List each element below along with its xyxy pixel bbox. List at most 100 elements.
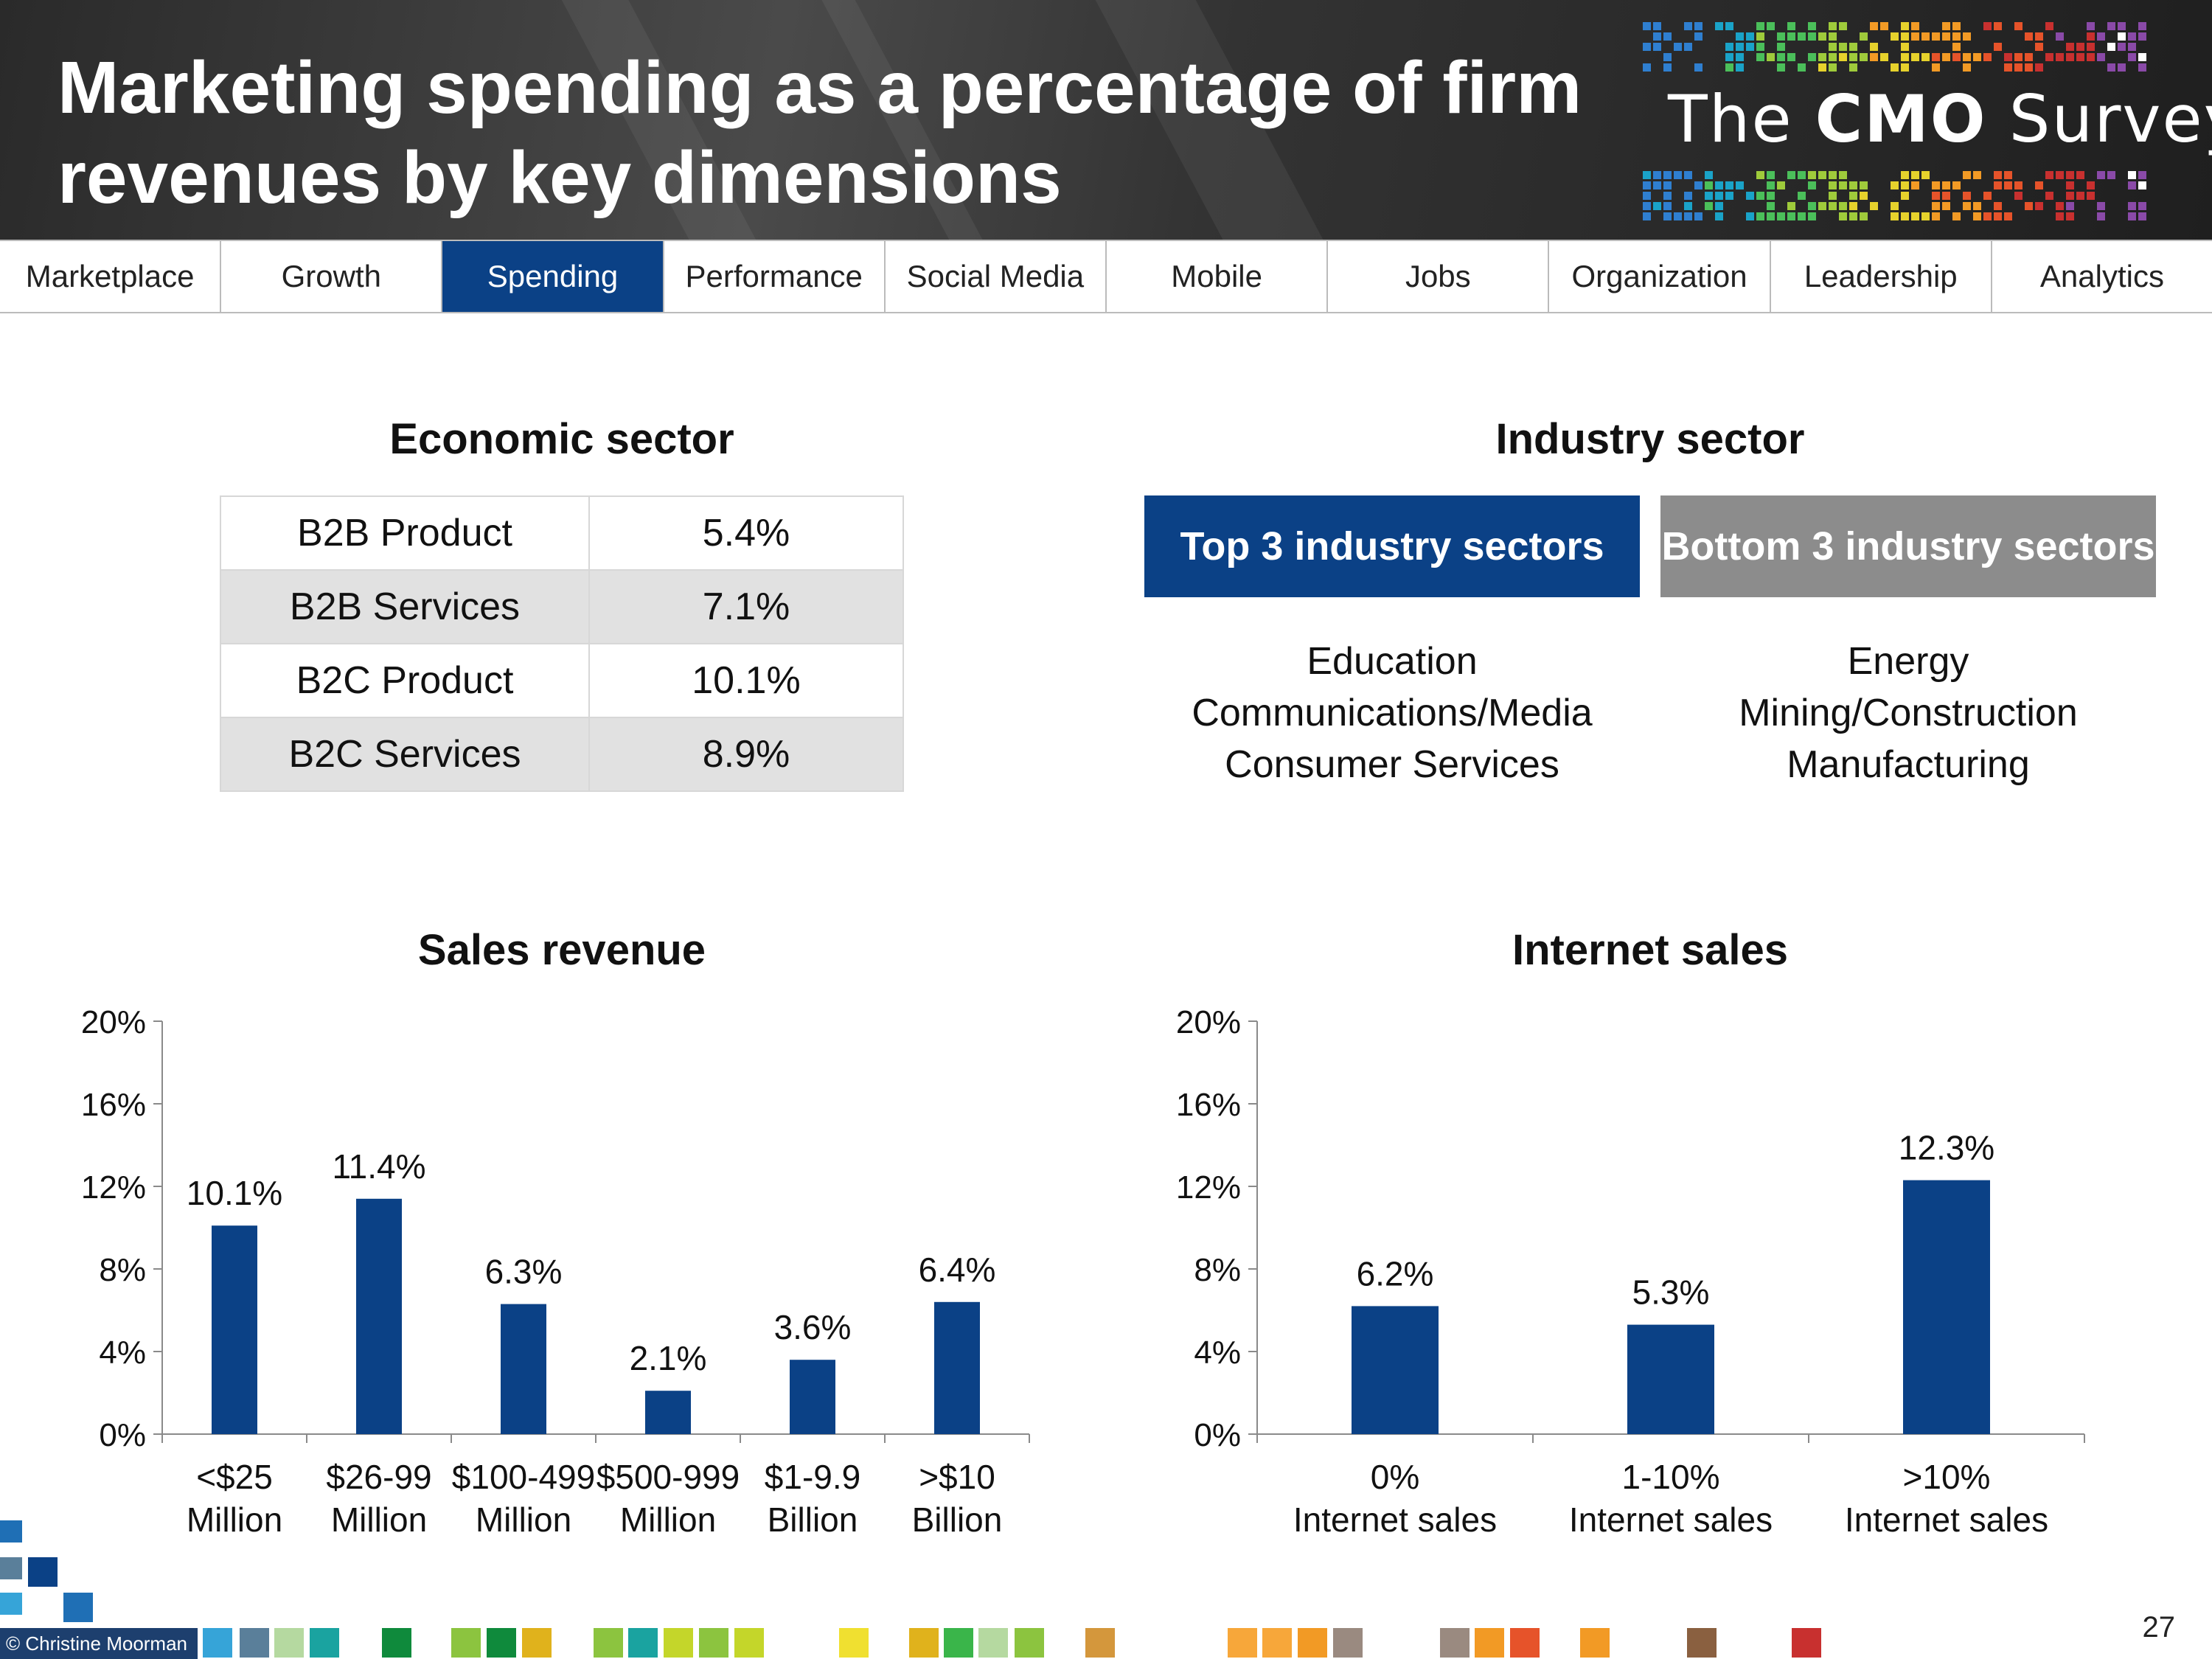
nav-tab-analytics[interactable]: Analytics [2039,259,2164,293]
logo-pixel [1808,22,1816,30]
logo-pixel [1767,212,1775,220]
decorative-square [0,1520,22,1543]
x-tick-label: Million [620,1500,716,1539]
logo-pixel [2097,212,2105,220]
logo-pixel [1891,32,1899,41]
logo-pixel [2138,22,2146,30]
nav-tab-organization[interactable]: Organization [1549,241,1771,312]
logo-pixel [1818,202,1826,210]
page-title: Marketing spending as a percentage of fi… [58,46,1582,219]
logo-pixel [1643,171,1651,179]
logo-pixel [1994,171,2002,179]
logo-pixel [1994,181,2002,189]
decorative-square [1510,1628,1540,1658]
logo-pixel [1746,32,1754,41]
sector-label: B2B Services [220,569,590,644]
logo-pixel [1746,192,1754,200]
logo-pixel [2128,181,2136,189]
logo-pixel [2066,43,2074,51]
logo-pixel [2107,171,2115,179]
logo-pixel [2138,171,2146,179]
logo-pixel [1839,171,1847,179]
logo-pixel [1932,181,1940,189]
logo-pixel [1756,53,1764,61]
nav-tab-social-media[interactable]: Social Media [886,241,1107,312]
decorative-square [203,1628,232,1658]
logo-pixel [1952,22,1961,30]
table-row: B2B Services 7.1% [220,569,904,644]
decorative-square [628,1628,658,1658]
y-tick-label: 12% [81,1169,146,1206]
logo-pixel [1901,171,1909,179]
x-tick-label: >$10 [919,1458,995,1496]
logo-pixel [1994,202,2002,210]
data-label: 6.2% [1357,1254,1434,1293]
y-tick-label: 16% [81,1087,146,1123]
logo-pixel [2056,53,2064,61]
logo-pixel [1787,53,1795,61]
logo-pixel [2035,63,2043,72]
nav-tab-jobs[interactable]: Jobs [1328,241,1550,312]
logo-pixel [2066,171,2074,179]
logo-pixel [1684,171,1692,179]
logo-pixel [1643,192,1651,200]
logo-pixel [1829,22,1837,30]
logo-pixel [1777,181,1785,189]
x-tick-label: Million [187,1500,282,1539]
table-row: B2B Product 5.4% [220,495,904,571]
decorative-square [451,1628,481,1658]
logo-pixel [1911,181,1919,189]
logo-pixel [1756,22,1764,30]
list-item: Mining/Construction [1739,692,2078,734]
logo-pixel [1808,53,1816,61]
nav-tab-growth[interactable]: Growth [221,241,443,312]
nav-tab-performance[interactable]: Performance [664,241,886,312]
nav-tab-spending[interactable]: Spending [442,241,664,312]
logo-pixel [1674,212,1682,220]
logo-pixel [1767,53,1775,61]
logo-pixel [1932,202,1940,210]
logo-pixel [1808,202,1816,210]
logo-pixel [2004,181,2012,189]
logo-pixel [2035,32,2043,41]
decorative-square [1475,1628,1504,1658]
list-item: Manufacturing [1787,743,2030,786]
sector-value: 8.9% [588,717,904,792]
decorative-square [1298,1628,1327,1658]
y-tick-label: 20% [1176,1004,1241,1040]
logo-pixel [1643,63,1651,72]
logo-pixel [2128,212,2136,220]
top-industry-sectors-header: Top 3 industry sectors [1144,495,1640,597]
logo-pixel [1870,22,1878,30]
logo-pixel [1798,171,1806,179]
logo-pixel [2138,32,2146,41]
logo-pixel [2138,63,2146,72]
logo-pixel [1870,202,1878,210]
logo-pixel [1901,43,1909,51]
logo-pixel [1663,212,1672,220]
decorative-square [240,1628,269,1658]
decorative-square [1333,1628,1363,1658]
logo-pixel [1798,212,1806,220]
logo-pixel [1653,22,1661,30]
logo-pixel [1663,181,1672,189]
logo-pixel [1736,53,1744,61]
logo-pixel [1901,181,1909,189]
nav-tab-leadership[interactable]: Leadership [1771,241,1992,312]
logo-pixel [2014,192,2023,200]
nav-tab-mobile[interactable]: Mobile [1107,241,1329,312]
logo-pixel [1880,53,1888,61]
decorative-square [1792,1628,1821,1658]
decorative-square [0,1557,22,1579]
logo-pixel [1777,63,1785,72]
decorative-square [274,1628,304,1658]
logo-pixel [1787,32,1795,41]
cmo-survey-logo: The CMO Survey [1668,81,2212,157]
logo-pixel [1952,212,1961,220]
list-item: Education [1307,640,1478,683]
logo-pixel [1983,53,1992,61]
bar [501,1304,546,1434]
nav-tab-marketplace[interactable]: Marketplace [0,241,222,312]
x-tick-label: 0% [1371,1458,1419,1496]
logo-pixel [1994,22,2002,30]
